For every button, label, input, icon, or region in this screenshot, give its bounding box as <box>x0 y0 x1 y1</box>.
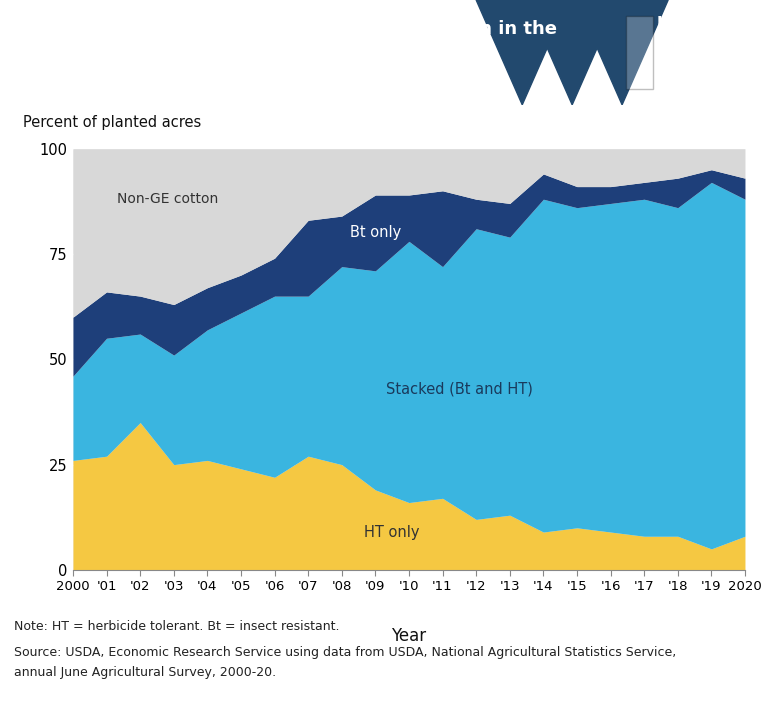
Text: Note: HT = herbicide tolerant. Bt = insect resistant.: Note: HT = herbicide tolerant. Bt = inse… <box>14 620 339 632</box>
Text: Adoption of genetically engineered (GE) cotton in the: Adoption of genetically engineered (GE) … <box>14 21 557 38</box>
Polygon shape <box>526 0 618 105</box>
Text: Percent of planted acres: Percent of planted acres <box>22 115 200 130</box>
Text: Economic: Economic <box>657 48 700 57</box>
Text: Source: USDA, Economic Research Service using data from USDA, National Agricultu: Source: USDA, Economic Research Service … <box>14 646 676 659</box>
Text: Year: Year <box>392 627 426 645</box>
Text: Non-GE cotton: Non-GE cotton <box>117 193 218 206</box>
Text: Stacked (Bt and HT): Stacked (Bt and HT) <box>386 382 533 396</box>
Text: Bt only: Bt only <box>349 225 401 241</box>
Text: United States by trait, 2000-20: United States by trait, 2000-20 <box>14 67 329 84</box>
Text: HT only: HT only <box>364 525 420 539</box>
Text: annual June Agricultural Survey, 2000-20.: annual June Agricultural Survey, 2000-20… <box>14 666 276 678</box>
Polygon shape <box>576 0 668 105</box>
Text: Service: Service <box>657 84 690 93</box>
Text: USDA: USDA <box>657 16 704 30</box>
FancyBboxPatch shape <box>626 16 653 89</box>
Polygon shape <box>476 0 568 105</box>
Text: Research: Research <box>657 66 698 75</box>
